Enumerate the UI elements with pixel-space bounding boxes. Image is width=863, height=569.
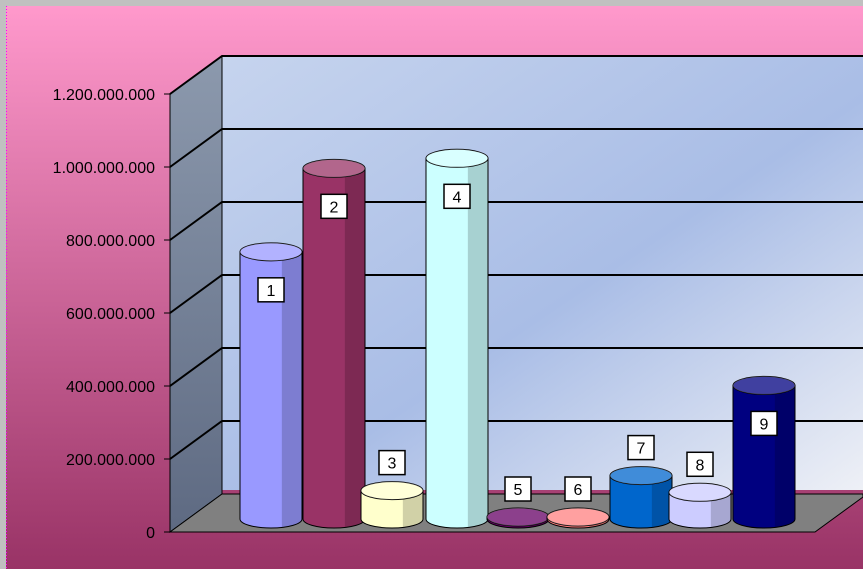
data-label-box: [378, 449, 406, 476]
bar: 3: [360, 449, 424, 529]
bars: 1 2 3 4 5 6 7 8 9: [239, 148, 796, 529]
gridlines: [169, 55, 863, 460]
data-label-box: [320, 193, 348, 220]
bar-top-highlight: [733, 376, 795, 395]
y-tick-label: 600.000.000: [66, 306, 155, 323]
bar-top: [546, 507, 610, 527]
bar-top-highlight: [669, 483, 731, 502]
data-label: 6: [574, 482, 583, 499]
bar-top-highlight: [426, 149, 488, 168]
bar-top: [239, 242, 303, 262]
bar-body: [732, 384, 796, 529]
bar-top-highlight: [487, 508, 549, 526]
y-tick-label: 0: [146, 525, 155, 542]
bar-body: [668, 491, 732, 529]
bar-shade: [467, 158, 488, 528]
gridline: [169, 347, 863, 387]
bar-top-highlight: [303, 159, 365, 178]
bar-top: [609, 466, 673, 486]
data-label: 3: [388, 456, 397, 473]
bar-shade: [710, 492, 731, 528]
bar-top-highlight: [547, 508, 609, 526]
y-tick-label: 1.000.000.000: [53, 160, 155, 177]
bar-top: [360, 481, 424, 501]
data-label-box: [504, 476, 532, 502]
data-label-box: [257, 277, 285, 303]
bar: 5: [486, 476, 550, 529]
data-label: 5: [514, 482, 523, 499]
bar-top: [732, 375, 796, 395]
data-label-box: [627, 434, 655, 461]
bar-shade: [344, 168, 365, 528]
gridline: [169, 274, 863, 314]
bar-top-highlight: [240, 242, 302, 261]
plot-back-wall: [222, 56, 863, 490]
bar-body: [239, 251, 303, 529]
bar: 7: [609, 434, 673, 529]
y-tick-label: 1.200.000.000: [53, 87, 155, 104]
data-label: 8: [696, 457, 705, 474]
bar-top-highlight: [361, 481, 423, 500]
bar: 8: [668, 451, 732, 529]
gridline: [169, 201, 863, 241]
y-tick-label: 400.000.000: [66, 379, 155, 396]
data-label: 1: [267, 283, 276, 300]
data-label-box: [443, 183, 471, 210]
bar-shade: [651, 475, 672, 528]
bar-shade: [281, 251, 302, 528]
bar-top-highlight: [610, 466, 672, 485]
gridline: [169, 128, 863, 168]
data-label-box: [686, 451, 714, 478]
bar-top: [425, 148, 489, 168]
bar: 1: [239, 242, 303, 529]
y-tick-label: 200.000.000: [66, 452, 155, 469]
data-label: 7: [637, 441, 646, 458]
data-label: 9: [760, 416, 769, 433]
data-label-box: [750, 410, 778, 437]
bar-top: [302, 158, 366, 178]
gridline: [169, 420, 863, 460]
bar: 2: [302, 158, 366, 529]
bar: 9: [732, 375, 796, 529]
data-label: 2: [330, 199, 339, 216]
bar: 6: [546, 476, 610, 529]
y-tick-label: 800.000.000: [66, 233, 155, 250]
data-label: 4: [453, 189, 462, 206]
y-axis-ticks: 0 200.000.000 400.000.000 600.000.000 800.00…: [53, 87, 170, 542]
bar-top: [668, 482, 732, 502]
bar-shade: [774, 385, 795, 528]
bar-shade: [402, 490, 423, 528]
bar: 4: [425, 148, 489, 529]
gridline: [169, 55, 863, 95]
data-label-box: [564, 476, 592, 502]
bar-body: [360, 490, 424, 529]
